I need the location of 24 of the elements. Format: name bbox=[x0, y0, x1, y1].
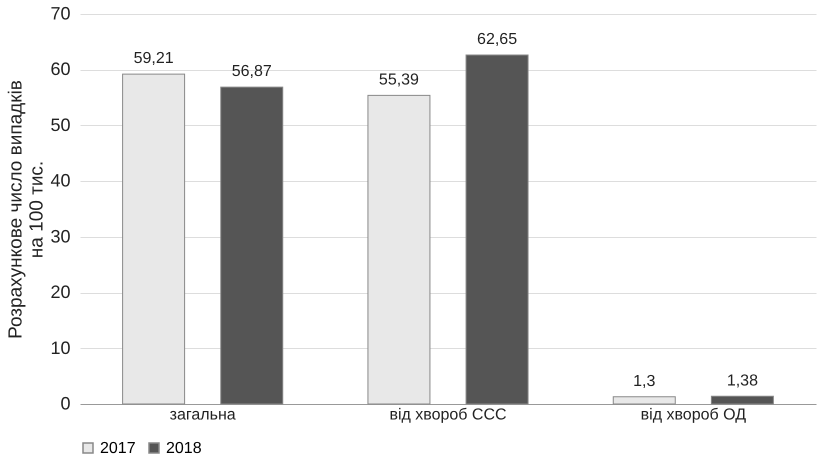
x-tick-label: загальна bbox=[170, 406, 236, 424]
y-tick-label: 0 bbox=[60, 394, 70, 414]
y-tick-label: 20 bbox=[50, 282, 70, 302]
bar bbox=[710, 396, 774, 404]
y-tick-label: 40 bbox=[50, 170, 70, 191]
data-label: 59,21 bbox=[134, 50, 174, 68]
data-label: 1,38 bbox=[726, 372, 758, 390]
data-label: 62,65 bbox=[477, 30, 518, 48]
y-tick-label: 50 bbox=[50, 114, 70, 135]
data-label: 55,39 bbox=[378, 71, 420, 88]
x-tick-label: від хвороб ОД bbox=[640, 406, 746, 424]
x-tick-label: від хвороб ССС bbox=[389, 406, 507, 424]
bar bbox=[612, 396, 676, 404]
y-tick-label: 60 bbox=[50, 59, 70, 80]
legend-label: 2017 bbox=[100, 440, 136, 457]
y-axis-title: Розрахункове число випадків на 100 тис. bbox=[5, 80, 48, 339]
legend-label: 2018 bbox=[166, 440, 202, 457]
data-label: 56,87 bbox=[232, 63, 272, 80]
y-tick-label: 10 bbox=[50, 338, 70, 358]
bar bbox=[466, 54, 529, 404]
y-tick-label: 70 bbox=[50, 4, 70, 24]
bar bbox=[220, 86, 284, 404]
y-tick-label: 30 bbox=[50, 226, 70, 246]
data-label: 1,3 bbox=[633, 372, 656, 390]
